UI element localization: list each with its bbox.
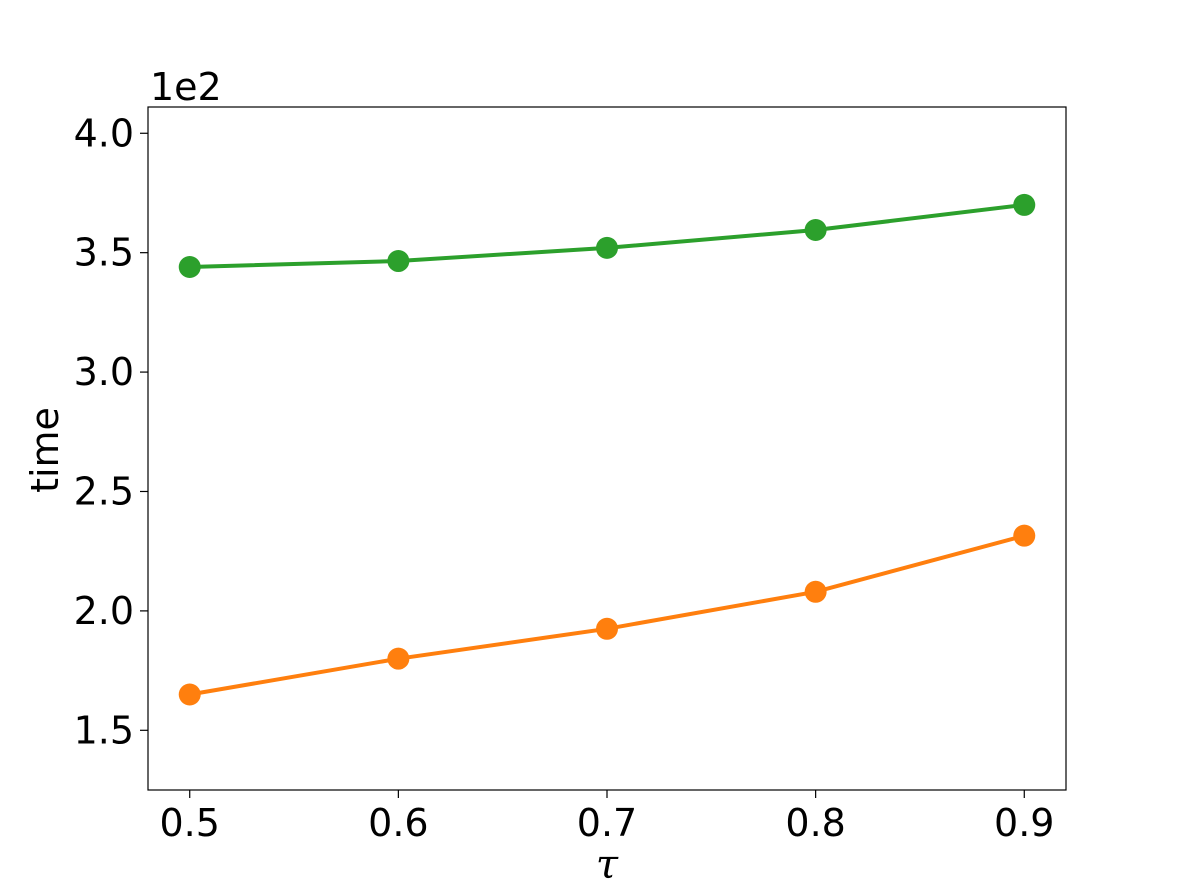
data-point <box>1013 524 1036 547</box>
series-1 <box>178 524 1036 706</box>
y-axis-label: time <box>23 407 67 493</box>
y-tick-label: 4.0 <box>74 111 134 155</box>
data-point <box>178 683 201 706</box>
x-tick-label: 0.9 <box>994 801 1054 845</box>
data-point <box>596 617 618 640</box>
x-tick-label: 0.7 <box>577 801 637 845</box>
y-axis: 1.5 2.0 2.5 3.0 3.5 4.0 <box>74 111 148 752</box>
data-point <box>387 250 410 273</box>
data-point <box>596 236 618 259</box>
x-tick-label: 0.5 <box>160 801 220 845</box>
series-line <box>189 533 1025 697</box>
y-tick-label: 3.0 <box>74 350 134 394</box>
series-0 <box>178 193 1036 279</box>
data-point <box>1013 193 1036 216</box>
y-offset-label: 1e2 <box>150 65 222 109</box>
y-tick-label: 3.5 <box>74 231 134 275</box>
x-axis-label: τ <box>596 842 619 888</box>
data-point <box>804 580 827 603</box>
plot-area <box>147 106 1067 791</box>
series-layer <box>178 193 1036 706</box>
y-tick-label: 2.5 <box>74 469 134 513</box>
data-point <box>387 647 410 670</box>
x-axis: 0.5 0.6 0.7 0.8 0.9 <box>160 790 1054 845</box>
data-point <box>804 218 827 241</box>
plot-frame <box>147 106 1067 791</box>
y-tick-label: 2.0 <box>74 589 134 633</box>
x-tick-label: 0.8 <box>785 801 845 845</box>
y-tick-label: 1.5 <box>74 708 134 752</box>
x-tick-label: 0.6 <box>368 801 428 845</box>
data-point <box>178 256 201 279</box>
